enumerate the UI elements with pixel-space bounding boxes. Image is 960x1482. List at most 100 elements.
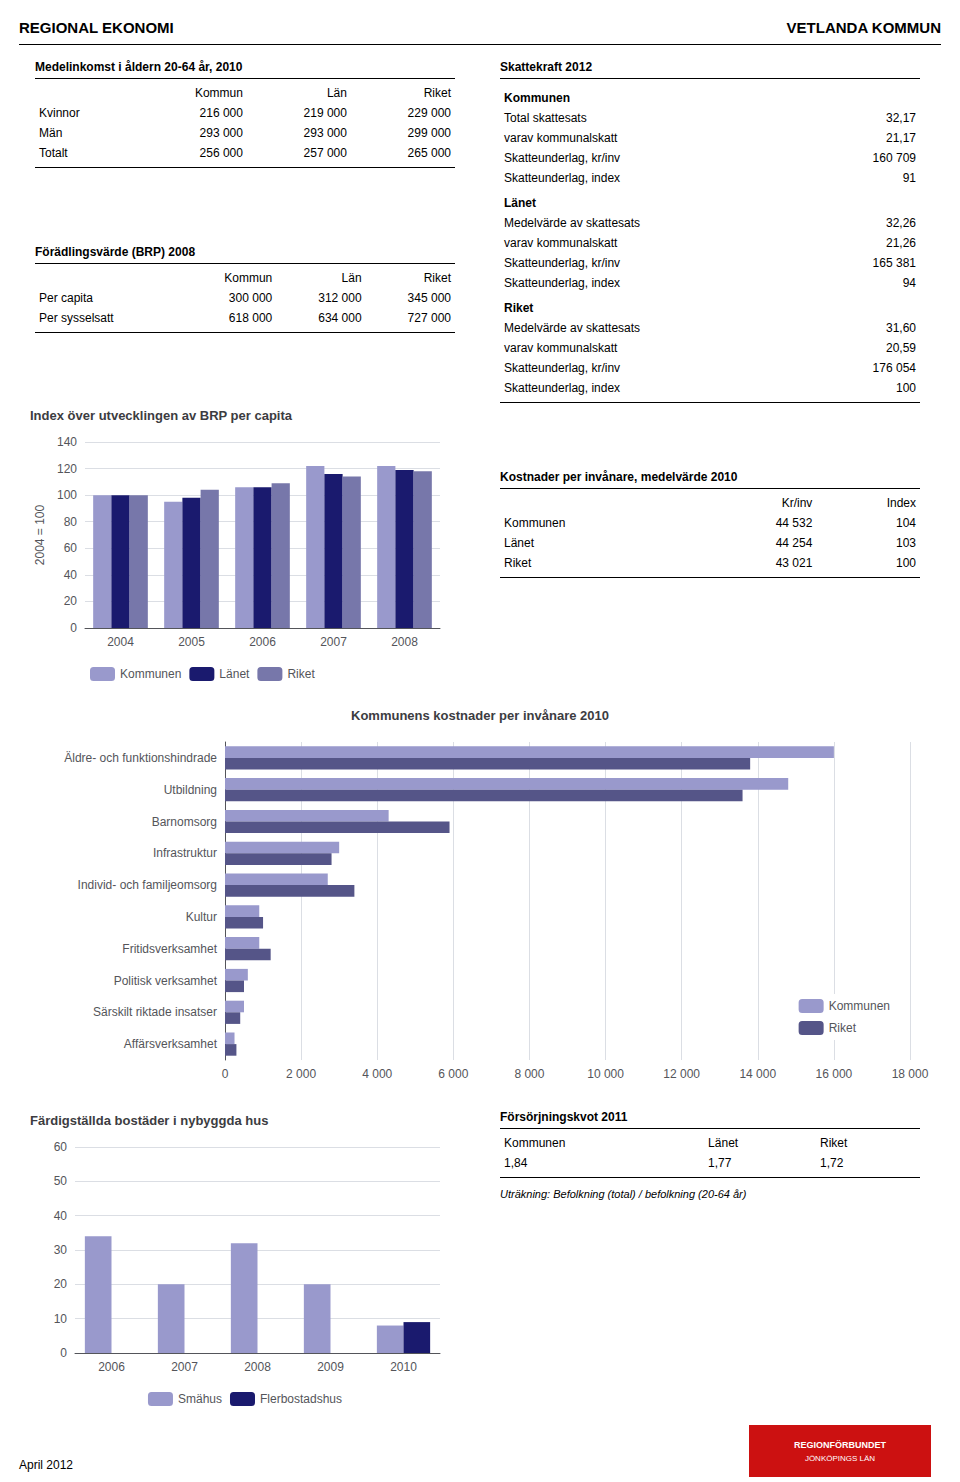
svg-text:Färdigställda bostäder i nybyg: Färdigställda bostäder i nybyggda hus xyxy=(30,1113,268,1128)
html-text:April 2012: April 2012 xyxy=(19,1458,73,1472)
svg-text:2006: 2006 xyxy=(249,635,276,649)
svg-text:120: 120 xyxy=(57,462,77,476)
html-text:216 000: 216 000 xyxy=(199,106,243,120)
html-text:31,60: 31,60 xyxy=(886,321,916,335)
html-text:Län: Län xyxy=(326,86,347,100)
svg-text:2007: 2007 xyxy=(171,1360,198,1374)
svg-text:140: 140 xyxy=(57,435,77,449)
svg-text:30: 30 xyxy=(54,1243,68,1257)
html-text:varav kommunalskatt: varav kommunalskatt xyxy=(504,236,618,250)
html-text:Total skattesats: Total skattesats xyxy=(504,111,587,125)
html-text:Kvinnor: Kvinnor xyxy=(39,106,80,120)
html-text:Skatteunderlag, index: Skatteunderlag, index xyxy=(504,276,621,290)
html-text:20,59: 20,59 xyxy=(886,341,916,355)
html-text:VETLANDA KOMMUN: VETLANDA KOMMUN xyxy=(786,18,941,36)
html-text:21,26: 21,26 xyxy=(886,236,916,250)
svg-text:Utbildning: Utbildning xyxy=(164,783,217,797)
svg-text:0: 0 xyxy=(70,621,77,635)
svg-text:10 000: 10 000 xyxy=(587,1067,624,1081)
svg-text:Kommunens kostnader per invåna: Kommunens kostnader per invånare 2010 xyxy=(351,708,609,723)
svg-text:60: 60 xyxy=(64,541,78,555)
svg-text:2004 = 100: 2004 = 100 xyxy=(33,504,47,565)
svg-text:2004: 2004 xyxy=(107,635,134,649)
svg-text:80: 80 xyxy=(64,515,78,529)
html-text:299 000: 299 000 xyxy=(407,126,451,140)
svg-text:2008: 2008 xyxy=(391,635,418,649)
svg-text:40: 40 xyxy=(64,568,78,582)
svg-text:100: 100 xyxy=(57,488,77,502)
svg-text:Kommunen: Kommunen xyxy=(829,999,890,1013)
html-text:165 381: 165 381 xyxy=(872,256,916,270)
svg-text:0: 0 xyxy=(222,1067,229,1081)
html-text:229 000: 229 000 xyxy=(407,106,451,120)
svg-text:12 000: 12 000 xyxy=(663,1067,700,1081)
svg-text:2009: 2009 xyxy=(317,1360,344,1374)
html-text:94: 94 xyxy=(902,276,916,290)
svg-text:2007: 2007 xyxy=(320,635,347,649)
svg-text:Särskilt riktade insatser: Särskilt riktade insatser xyxy=(93,1005,217,1019)
svg-text:6 000: 6 000 xyxy=(438,1067,468,1081)
svg-text:Riket: Riket xyxy=(829,1021,857,1035)
svg-text:Äldre- och funktionshindrade: Äldre- och funktionshindrade xyxy=(64,751,217,765)
svg-text:Index över utvecklingen av BRP: Index över utvecklingen av BRP per capit… xyxy=(30,408,293,423)
html-text:Skatteunderlag, kr/inv: Skatteunderlag, kr/inv xyxy=(504,256,621,270)
html-text:Kommun: Kommun xyxy=(194,86,243,100)
svg-text:Smähus: Smähus xyxy=(178,1392,222,1406)
html-text:Män: Män xyxy=(39,126,63,140)
html-text:varav kommunalskatt: varav kommunalskatt xyxy=(504,341,618,355)
html-text:Skattekraft 2012: Skattekraft 2012 xyxy=(500,60,593,74)
html-text:257 000: 257 000 xyxy=(303,146,347,160)
svg-text:Affärsverksamhet: Affärsverksamhet xyxy=(124,1037,218,1051)
html-text:160 709: 160 709 xyxy=(872,151,916,165)
html-text:Medelvärde av skattesats: Medelvärde av skattesats xyxy=(504,216,641,230)
html-text:32,26: 32,26 xyxy=(886,216,916,230)
svg-text:10: 10 xyxy=(54,1312,68,1326)
html-text:256 000: 256 000 xyxy=(199,146,243,160)
svg-text:0: 0 xyxy=(60,1346,67,1360)
html-text:32,17: 32,17 xyxy=(886,111,916,125)
html-text:Kommunen: Kommunen xyxy=(504,91,570,105)
svg-text:Politisk verksamhet: Politisk verksamhet xyxy=(114,974,218,988)
html-text:Skatteunderlag, kr/inv: Skatteunderlag, kr/inv xyxy=(504,361,621,375)
html-text:265 000: 265 000 xyxy=(407,146,451,160)
svg-text:Infrastruktur: Infrastruktur xyxy=(153,846,217,860)
svg-text:Flerbostadshus: Flerbostadshus xyxy=(260,1392,342,1406)
svg-text:2005: 2005 xyxy=(178,635,205,649)
svg-text:20: 20 xyxy=(54,1277,68,1291)
svg-text:2008: 2008 xyxy=(244,1360,271,1374)
svg-text:16 000: 16 000 xyxy=(816,1067,853,1081)
svg-text:60: 60 xyxy=(54,1140,68,1154)
svg-text:Individ- och familjeomsorg: Individ- och familjeomsorg xyxy=(78,878,217,892)
svg-text:18 000: 18 000 xyxy=(892,1067,929,1081)
html-text:Riket: Riket xyxy=(423,86,451,100)
svg-text:2010: 2010 xyxy=(390,1360,417,1374)
svg-text:Fritidsverksamhet: Fritidsverksamhet xyxy=(122,942,217,956)
html-text:Skatteunderlag, kr/inv: Skatteunderlag, kr/inv xyxy=(504,151,621,165)
svg-text:8 000: 8 000 xyxy=(514,1067,544,1081)
html-text:Medelvärde av skattesats: Medelvärde av skattesats xyxy=(504,321,641,335)
svg-text:20: 20 xyxy=(64,594,78,608)
svg-text:Riket: Riket xyxy=(287,667,315,681)
html-text:Länet: Länet xyxy=(504,196,536,210)
html-text:REGIONAL EKONOMI: REGIONAL EKONOMI xyxy=(19,18,174,36)
html-text:293 000: 293 000 xyxy=(303,126,347,140)
html-text:Skatteunderlag, index: Skatteunderlag, index xyxy=(504,171,621,185)
html-text:21,17: 21,17 xyxy=(886,131,916,145)
svg-text:Kultur: Kultur xyxy=(186,910,217,924)
html-text:219 000: 219 000 xyxy=(303,106,347,120)
svg-text:Länet: Länet xyxy=(219,667,250,681)
html-text:293 000: 293 000 xyxy=(199,126,243,140)
html-text:Medelinkomst i åldern 20-64 år: Medelinkomst i åldern 20-64 år, 2010 xyxy=(35,60,243,74)
html-text:91: 91 xyxy=(902,171,916,185)
svg-text:14 000: 14 000 xyxy=(739,1067,776,1081)
svg-text:40: 40 xyxy=(54,1209,68,1223)
svg-text:Kommunen: Kommunen xyxy=(120,667,181,681)
html-text:varav kommunalskatt: varav kommunalskatt xyxy=(504,131,618,145)
html-text:Riket: Riket xyxy=(504,301,534,315)
svg-text:Barnomsorg: Barnomsorg xyxy=(152,815,217,829)
svg-text:4 000: 4 000 xyxy=(362,1067,392,1081)
html-text:Totalt: Totalt xyxy=(39,146,68,160)
svg-text:50: 50 xyxy=(54,1174,68,1188)
svg-text:2006: 2006 xyxy=(98,1360,125,1374)
svg-text:2 000: 2 000 xyxy=(286,1067,316,1081)
